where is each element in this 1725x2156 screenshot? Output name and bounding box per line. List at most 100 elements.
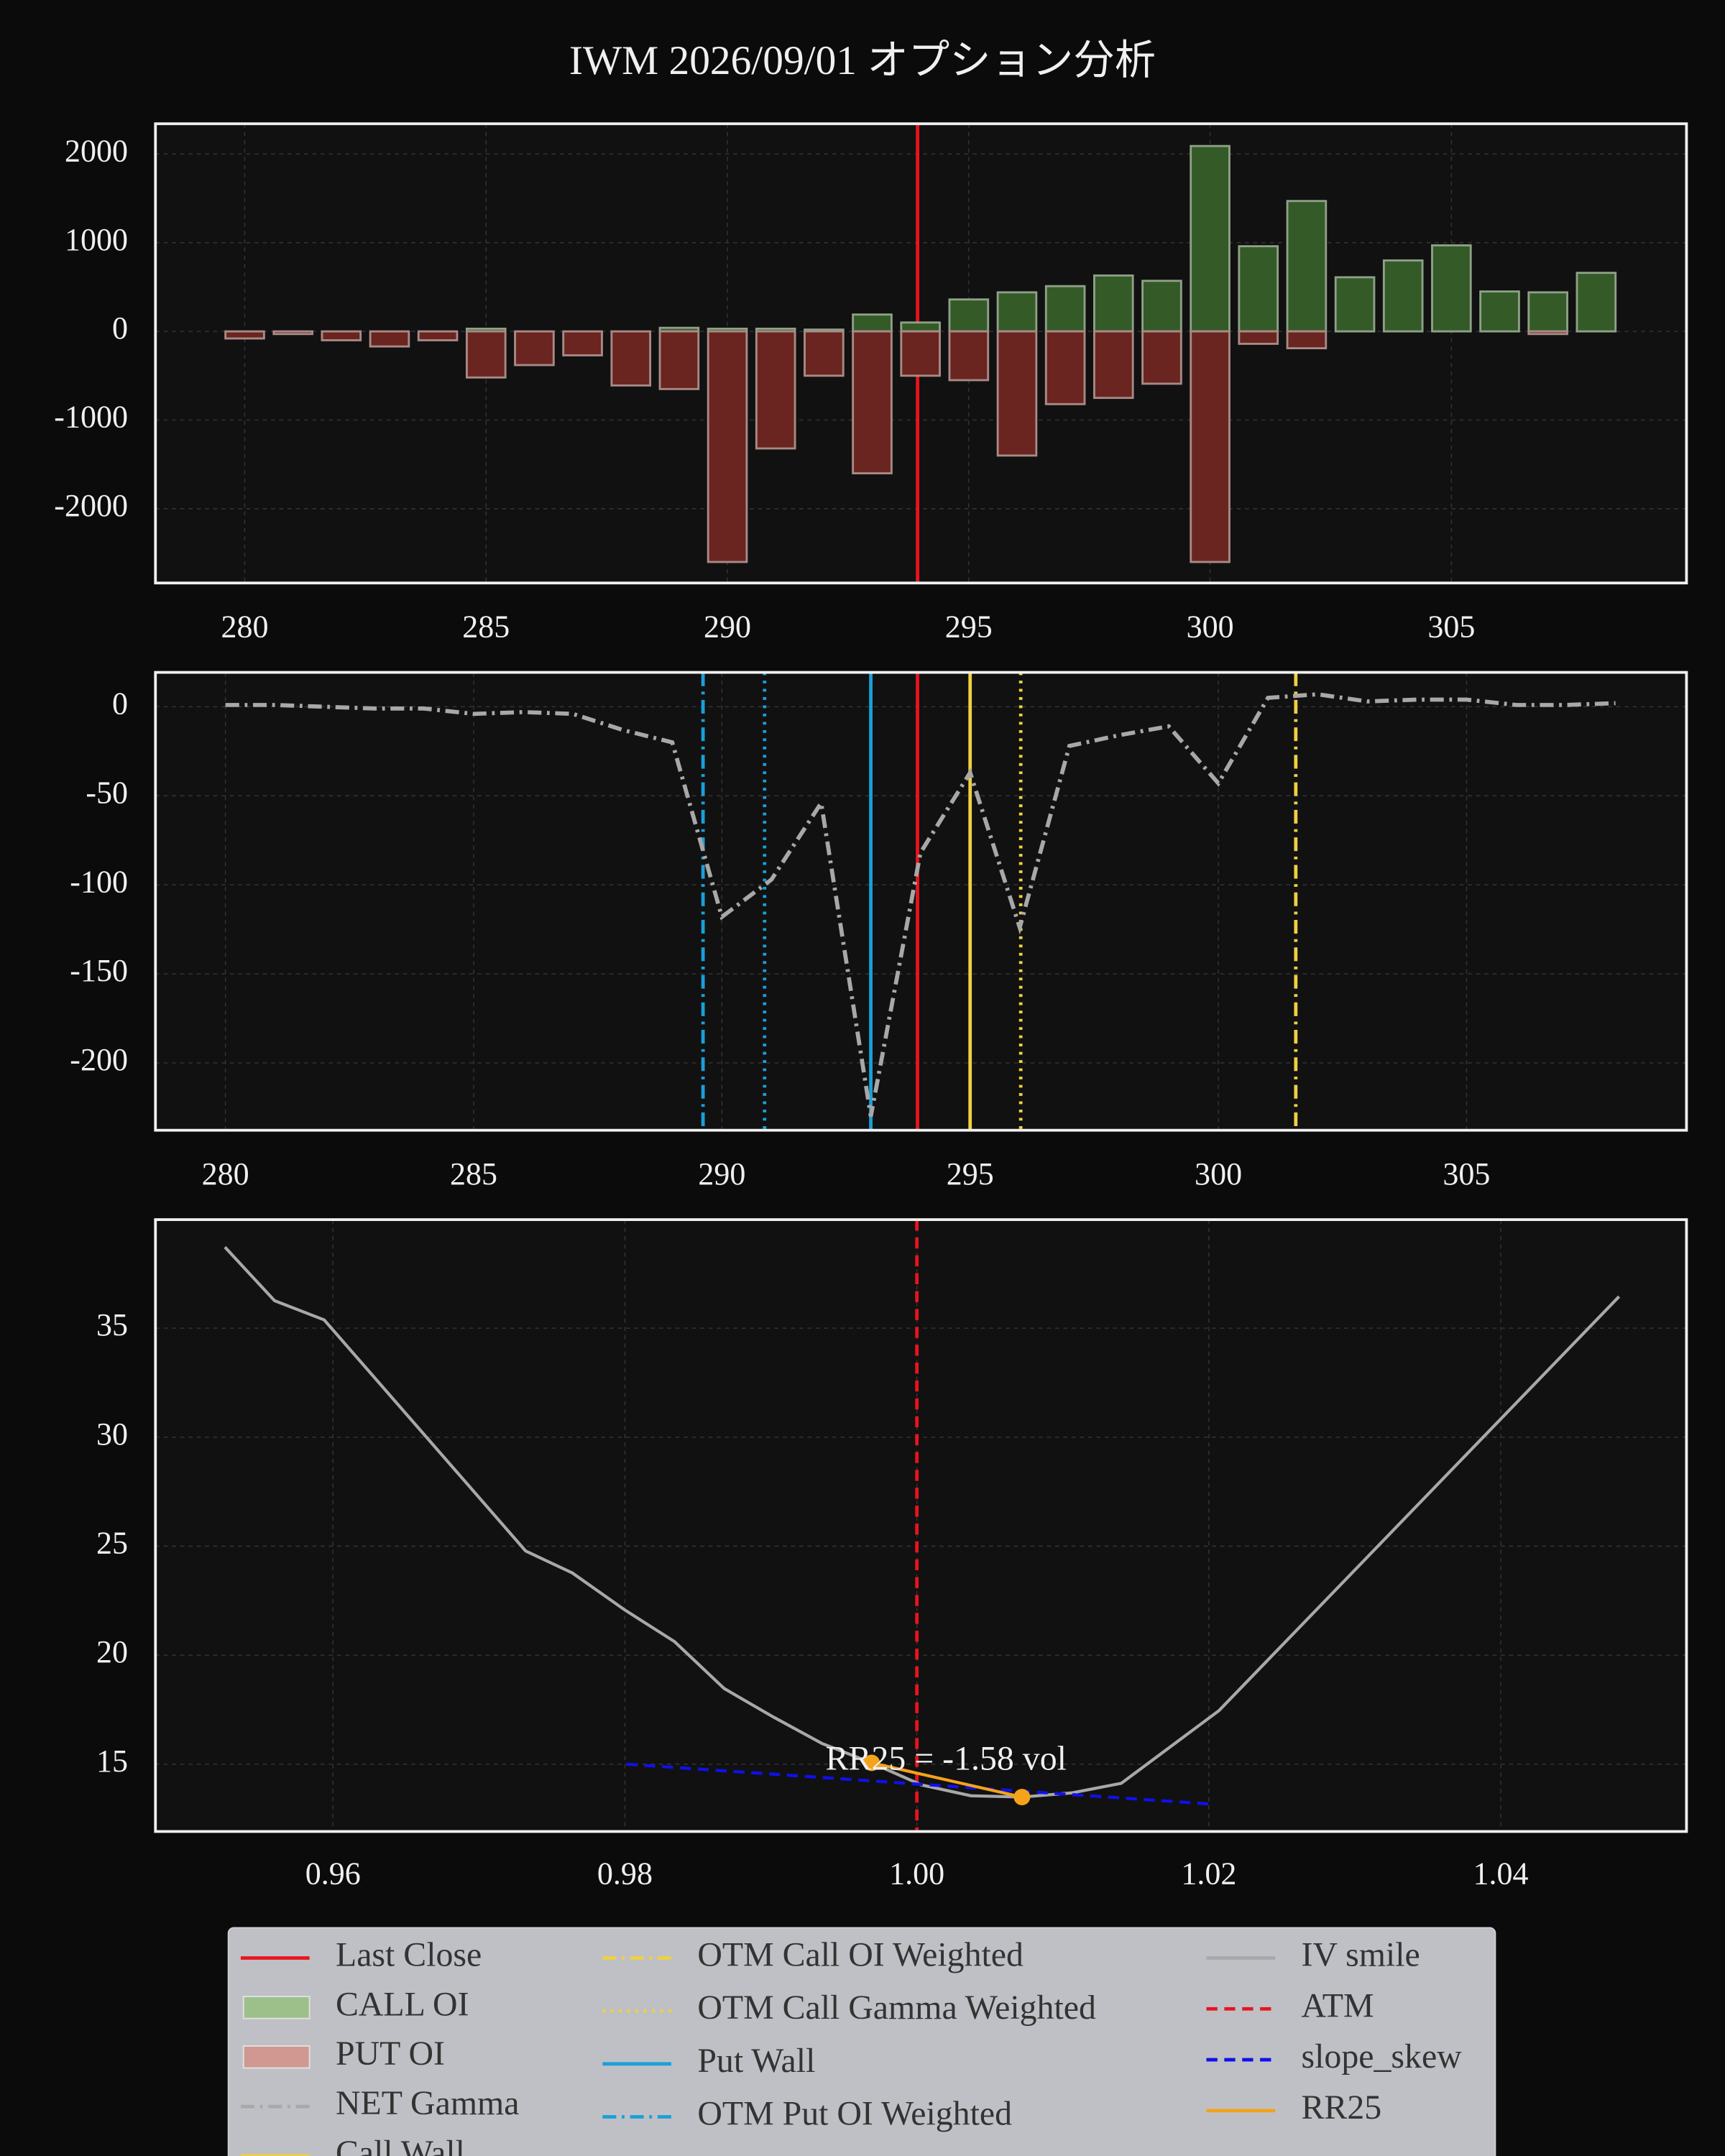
marker xyxy=(1013,1789,1031,1806)
y-tick-label: 0 xyxy=(112,310,128,346)
bar xyxy=(1286,200,1328,333)
x-tick-label: 0.96 xyxy=(305,1856,361,1892)
y-tick-label: -2000 xyxy=(54,488,128,523)
bar xyxy=(1479,290,1520,333)
y-tick-label: 25 xyxy=(96,1526,128,1561)
bar xyxy=(1044,330,1086,405)
bar xyxy=(1092,274,1134,333)
y-tick-label: 1000 xyxy=(65,222,128,257)
bar xyxy=(417,330,459,341)
legend-label: OTM Call OI Weighted xyxy=(697,1935,1024,1973)
bar xyxy=(272,330,313,336)
bar xyxy=(1527,330,1568,336)
bar xyxy=(224,330,265,340)
y-tick-label: 15 xyxy=(96,1743,128,1779)
bar xyxy=(610,330,652,387)
bar xyxy=(996,291,1038,333)
x-tick-label: 290 xyxy=(704,609,751,644)
y-tick-label: 2000 xyxy=(65,133,128,168)
bar xyxy=(321,330,362,341)
x-tick-label: 295 xyxy=(945,609,993,644)
y-tick-label: 0 xyxy=(112,686,128,722)
y-tick-label: -50 xyxy=(86,775,128,810)
x-tick-label: 300 xyxy=(1187,609,1234,644)
legend-label: OTM Call Gamma Weighted xyxy=(697,1989,1096,2027)
series-line xyxy=(224,1245,1621,1799)
legend-label: NET Gamma xyxy=(336,2084,520,2122)
x-tick-label: 290 xyxy=(698,1156,745,1192)
x-tick-label: 1.00 xyxy=(889,1856,944,1892)
bar xyxy=(1576,272,1617,333)
legend-label: CALL OI xyxy=(336,1985,469,2023)
legend-label: slope_skew xyxy=(1302,2037,1463,2076)
x-tick-label: 280 xyxy=(221,609,268,644)
y-tick-label: 30 xyxy=(96,1416,128,1452)
y-tick-label: -150 xyxy=(70,953,128,988)
x-tick-label: 280 xyxy=(202,1156,249,1192)
bar xyxy=(852,313,893,333)
bar xyxy=(658,330,700,390)
y-tick-label: -1000 xyxy=(54,400,128,435)
bar xyxy=(1141,330,1182,385)
legend-box xyxy=(227,1927,1496,2156)
x-tick-label: 300 xyxy=(1195,1156,1242,1192)
y-tick-label: 35 xyxy=(96,1307,128,1342)
bar xyxy=(948,330,990,382)
legend-swatch xyxy=(242,1996,310,2019)
series-line xyxy=(626,1762,1211,1806)
x-tick-label: 305 xyxy=(1427,609,1475,644)
bar xyxy=(804,330,845,377)
legend-label: RR25 xyxy=(1302,2088,1382,2127)
bar xyxy=(1527,291,1568,333)
figure-title: IWM 2026/09/01 オプション分析 xyxy=(569,38,1156,83)
bar xyxy=(996,330,1038,457)
plot-frame xyxy=(154,1218,1688,1833)
legend-label: ATM xyxy=(1302,1986,1374,2024)
bar xyxy=(1382,259,1424,333)
legend-label: OTM Put OI Weighted xyxy=(697,2094,1012,2132)
legend-swatch xyxy=(242,2045,310,2069)
bar xyxy=(1286,330,1328,349)
bar xyxy=(1334,276,1376,333)
legend-label: PUT OI xyxy=(336,2035,445,2073)
series-line xyxy=(225,692,1616,1117)
x-tick-label: 295 xyxy=(947,1156,994,1192)
marker xyxy=(863,1754,880,1772)
bar xyxy=(562,330,603,356)
bar xyxy=(369,330,410,348)
bar xyxy=(900,330,941,377)
x-tick-label: 285 xyxy=(450,1156,497,1192)
legend-label: IV smile xyxy=(1302,1935,1420,1973)
bar xyxy=(1238,330,1279,345)
series-line xyxy=(871,1761,1023,1799)
bar xyxy=(755,330,796,450)
plot-area xyxy=(155,672,1687,1130)
y-tick-label: -200 xyxy=(70,1042,128,1077)
bar xyxy=(1190,144,1230,333)
bar xyxy=(1092,330,1134,400)
x-tick-label: 305 xyxy=(1443,1156,1490,1192)
plot-frame xyxy=(154,671,1688,1132)
legend-label: Last Close xyxy=(336,1935,482,1973)
x-tick-label: 0.98 xyxy=(597,1856,653,1892)
bar xyxy=(465,330,507,379)
annotation: RR25 = -1.58 vol xyxy=(826,1740,1067,1778)
x-tick-label: 1.04 xyxy=(1473,1856,1529,1892)
bar xyxy=(707,330,748,563)
bar xyxy=(1190,330,1230,563)
x-tick-label: 1.02 xyxy=(1181,1856,1236,1892)
bar xyxy=(852,330,893,474)
y-tick-label: -100 xyxy=(70,864,128,899)
legend-label: Call Wall xyxy=(336,2134,465,2156)
bar xyxy=(1141,280,1182,333)
x-tick-label: 285 xyxy=(462,609,510,644)
plot-area xyxy=(155,1220,1687,1832)
y-tick-label: 20 xyxy=(96,1634,128,1669)
bar xyxy=(1044,285,1086,333)
bar xyxy=(1238,245,1279,333)
bar xyxy=(514,330,555,367)
bar xyxy=(1431,244,1472,333)
bar xyxy=(900,321,941,333)
